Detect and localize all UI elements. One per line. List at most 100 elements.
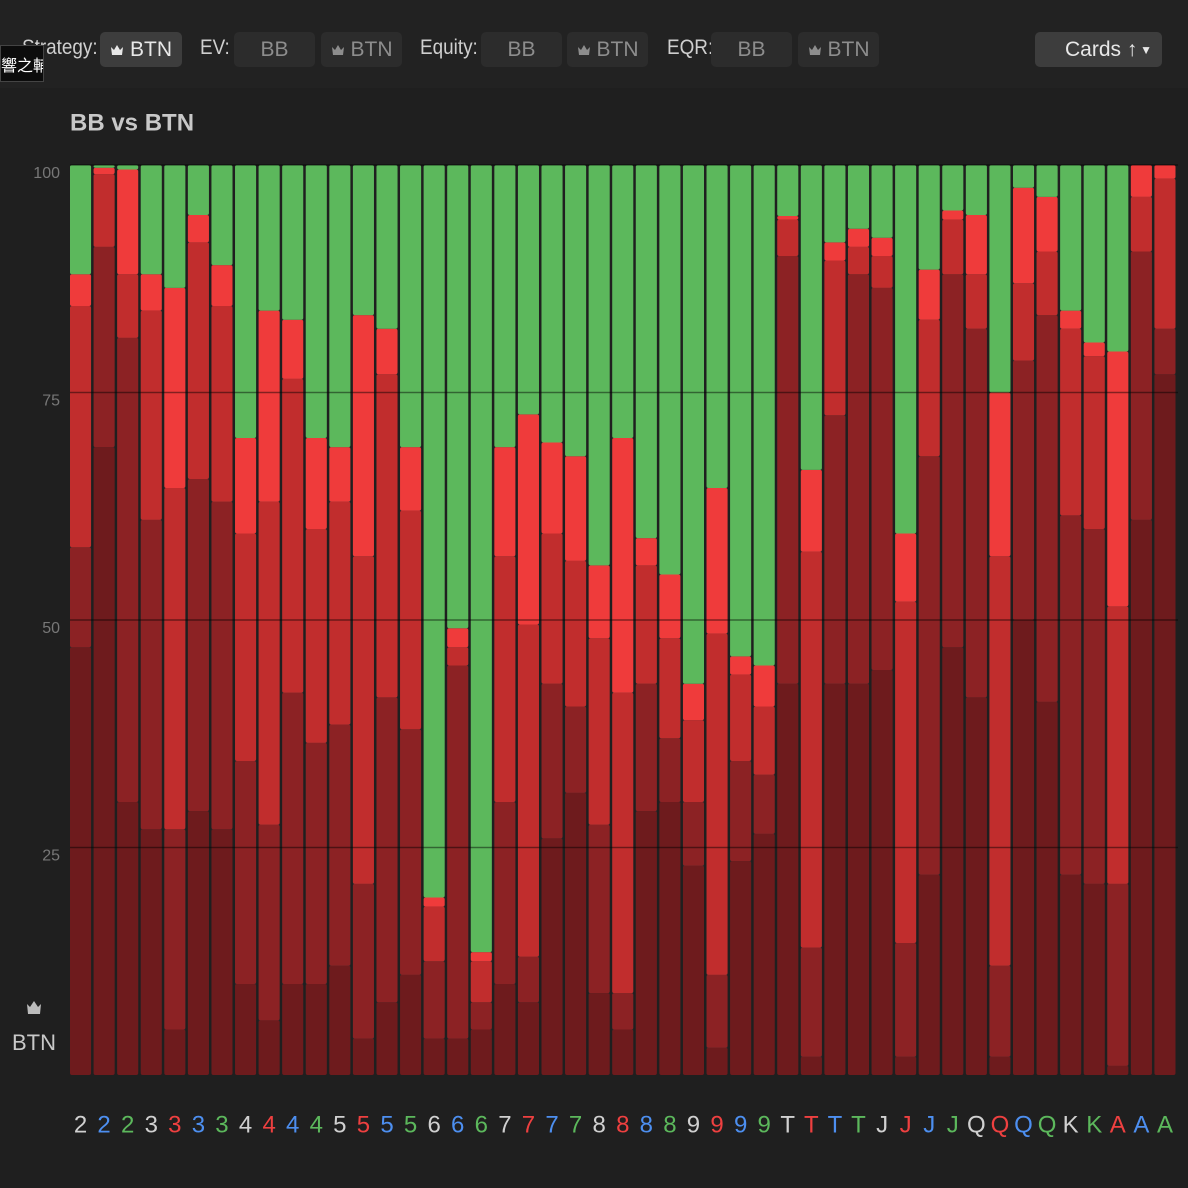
- bar-segment: [847, 165, 870, 229]
- x-tick-label: 4: [310, 1111, 323, 1138]
- eqr-button[interactable]: BB: [711, 32, 792, 67]
- bar-segment: [1083, 165, 1105, 343]
- x-tick-label: 5: [380, 1111, 393, 1138]
- bar-segment: [447, 165, 469, 629]
- bar-segment: [376, 165, 398, 329]
- x-tick-label: 4: [286, 1111, 299, 1138]
- bar-segment: [824, 683, 846, 1075]
- bar-segment: [211, 306, 233, 502]
- x-tick-label: Q: [991, 1111, 1010, 1138]
- bar-segment: [1083, 883, 1105, 1075]
- x-tick-label: 8: [616, 1111, 629, 1138]
- bar-segment: [730, 165, 752, 657]
- bar-segment: [400, 447, 422, 511]
- equity-button[interactable]: BTN: [567, 32, 648, 67]
- bar-segment: [565, 792, 587, 1075]
- bar-segment: [942, 210, 964, 220]
- bar-segment: [942, 165, 964, 211]
- bar-segment: [93, 246, 115, 448]
- bar-segment: [93, 174, 115, 247]
- bar-segment: [965, 274, 987, 329]
- y-tick-label: 25: [42, 848, 60, 865]
- x-tick-label: 3: [192, 1111, 205, 1138]
- bar-segment: [282, 319, 304, 379]
- bar-segment: [1154, 165, 1176, 179]
- bar-segment: [871, 237, 893, 256]
- bar-segment: [659, 802, 681, 1075]
- bar-segment: [541, 533, 563, 684]
- bar-segment: [423, 1038, 445, 1075]
- bar-segment: [541, 442, 563, 534]
- bar-segment: [824, 165, 846, 243]
- bar-segment: [1012, 360, 1035, 620]
- eqr-button[interactable]: BTN: [798, 32, 879, 67]
- strategy-button[interactable]: BTN: [100, 32, 182, 67]
- ev-button[interactable]: BTN: [321, 32, 402, 67]
- bar-segment: [918, 165, 940, 270]
- x-tick-label: 3: [145, 1111, 158, 1138]
- bar-segment: [70, 306, 92, 548]
- sort-button[interactable]: Cards ↑ ▼: [1035, 32, 1162, 67]
- bar-segment: [235, 165, 257, 438]
- bar-segment: [400, 729, 422, 975]
- bar-segment: [1012, 165, 1035, 188]
- bar-segment: [187, 215, 209, 243]
- bar-segment: [400, 165, 422, 448]
- bar-segment: [282, 692, 304, 984]
- x-tick-label: 6: [427, 1111, 440, 1138]
- bar-segment: [847, 246, 870, 275]
- bar-segment: [1083, 342, 1105, 357]
- bar-segment: [682, 865, 705, 1075]
- bar-segment: [352, 315, 374, 557]
- bar-segment: [93, 167, 115, 175]
- bar-segment: [777, 256, 799, 684]
- bar-segment: [352, 556, 374, 884]
- bar-segment: [895, 1056, 917, 1075]
- bar-segment: [305, 165, 327, 438]
- ev-button[interactable]: BB: [234, 32, 315, 67]
- button-text: BB: [507, 37, 536, 61]
- bar-segment: [777, 683, 799, 1075]
- bar-segment: [635, 683, 657, 812]
- x-tick-label: T: [828, 1111, 843, 1138]
- bar-segment: [659, 738, 681, 802]
- bar-segment: [730, 861, 752, 1075]
- bar-segment: [470, 1029, 492, 1075]
- bar-segment: [1130, 251, 1152, 520]
- bar-segment: [1107, 1065, 1129, 1075]
- x-tick-label: 5: [404, 1111, 417, 1138]
- bar-segment: [612, 1029, 634, 1075]
- bar-segment: [70, 165, 92, 275]
- bar-segment: [423, 165, 445, 898]
- x-tick-label: 4: [262, 1111, 275, 1138]
- x-tick-label: T: [780, 1111, 795, 1138]
- bar-segment: [517, 165, 539, 415]
- bar-segment: [965, 165, 987, 216]
- bar-segment: [140, 274, 162, 311]
- bar-segment: [282, 165, 304, 320]
- x-tick-label: 3: [215, 1111, 228, 1138]
- bar-segment: [1130, 519, 1152, 1075]
- bar-segment: [824, 260, 846, 416]
- x-tick-label: Q: [1038, 1111, 1057, 1138]
- button-text: BTN: [350, 37, 393, 61]
- bar-segment: [635, 811, 657, 1075]
- bar-segment: [871, 670, 893, 1075]
- bar-segment: [753, 774, 775, 834]
- bar-segment: [258, 165, 280, 311]
- equity-button[interactable]: BB: [481, 32, 562, 67]
- toolbar: Strategy: BTN EV: BB BTN Equity: BB BTN …: [0, 0, 1188, 88]
- x-tick-label: Q: [967, 1111, 986, 1138]
- bar-segment: [447, 1038, 469, 1075]
- bar-segment: [965, 697, 987, 1075]
- bar-segment: [800, 1056, 822, 1075]
- bar-segment: [1107, 165, 1129, 352]
- bar-segment: [965, 328, 987, 698]
- bar-segment: [470, 1002, 492, 1030]
- bar-segment: [305, 984, 327, 1075]
- x-tick-label: K: [1063, 1111, 1079, 1138]
- bar-segment: [470, 952, 492, 962]
- bar-segment: [659, 638, 681, 739]
- x-tick-label: J: [876, 1111, 888, 1138]
- bar-segment: [235, 438, 257, 534]
